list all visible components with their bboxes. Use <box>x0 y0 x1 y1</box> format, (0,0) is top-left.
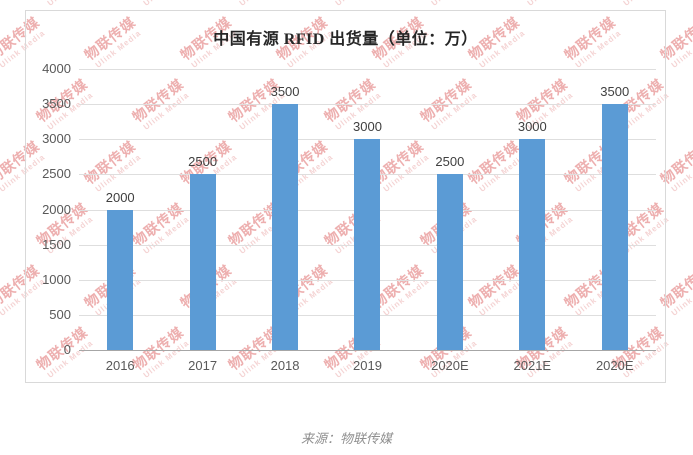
watermark-cn-text: 物联传媒 <box>611 0 668 2</box>
x-axis-tick-label: 2020E <box>431 358 469 373</box>
watermark-en-text: Ulink Media <box>140 0 192 9</box>
gridline-4000 <box>79 69 656 70</box>
chart-container: 中国有源 RFID 出货量（单位：万） 4000 3500 3000 2500 2000… <box>25 10 666 383</box>
source-caption: 来源：物联传媒 <box>300 431 392 446</box>
watermark-en-text: Ulink Media <box>44 0 96 9</box>
watermark-en-text: Ulink Media <box>620 0 672 9</box>
watermark-en-text: Ulink Media <box>524 0 576 9</box>
bar-2018 <box>272 104 299 350</box>
watermark-cn-text: 物联传媒 <box>419 0 476 2</box>
bar-value-label: 3500 <box>270 84 300 100</box>
plot-area: 4000 3500 3000 2500 2000 1500 1000 500 0 2000 2016… <box>42 61 656 374</box>
watermark-en-text: Ulink Media <box>0 338 1 382</box>
watermark-en-text: Ulink Media <box>0 0 1 9</box>
bar-2020E <box>436 174 463 350</box>
watermark-en-text: Ulink Media <box>236 0 288 9</box>
y-axis-tick-label: 2500 <box>42 166 71 182</box>
bar-value-label: 2000 <box>105 189 135 205</box>
bar-column-2019: 3000 2019 <box>326 69 408 373</box>
watermark-en-text: Ulink Media <box>669 28 693 70</box>
watermark-cn-text: 物联传媒 <box>131 0 188 2</box>
gridline-0 <box>79 350 656 351</box>
y-axis-tick-label: 3500 <box>42 96 71 112</box>
x-axis-tick-label: 2021E <box>513 358 552 373</box>
y-axis-tick-label: 3000 <box>42 131 71 147</box>
watermark-cn-text: 物联传媒 <box>227 0 284 2</box>
bar-value-label: 3500 <box>600 84 630 100</box>
x-axis-tick-label: 2018 <box>270 358 300 373</box>
watermark-en-text: Ulink Media <box>332 0 384 9</box>
bar-column-2021E: 3000 2021E <box>491 69 573 373</box>
watermark-cn-text: 物联传媒 <box>515 0 572 2</box>
y-axis-tick-label: 0 <box>63 342 71 357</box>
watermark-cn-text: 物联传媒 <box>35 0 92 2</box>
x-axis-tick-label: 2020E <box>595 358 634 373</box>
y-axis-tick-label: 1000 <box>42 271 71 287</box>
gridline-3500 <box>79 104 656 106</box>
bar-column-2020E: 2500 2020E <box>409 69 491 373</box>
y-axis-tick-label: 4000 <box>42 61 71 76</box>
bar-2020E <box>601 104 628 350</box>
bar-value-label: 3000 <box>353 119 382 135</box>
bar-2021E <box>519 139 546 350</box>
bars-row: 2000 2016 2500 2017 3500 2018 3000 2019 2500 2020… <box>79 69 656 374</box>
bar-value-label: 2500 <box>188 154 218 170</box>
bar-column-2018: 3500 2018 <box>244 69 326 373</box>
watermark-en-text: Ulink Media <box>0 214 1 258</box>
watermark-en-text: Ulink Media <box>669 276 693 318</box>
bar-column-2016: 2000 2016 <box>79 69 161 374</box>
bar-2017 <box>189 174 216 350</box>
y-axis-tick-label: 500 <box>49 306 71 322</box>
chart-title: 中国有源 RFID 出货量（单位：万） <box>213 31 478 48</box>
x-axis-tick-label: 2019 <box>353 358 382 373</box>
x-axis-tick-label: 2017 <box>188 358 218 373</box>
bar-column-2017: 2500 2017 <box>161 69 243 373</box>
watermark-en-text: Ulink Media <box>0 90 1 134</box>
watermark-en-text: Ulink Media <box>428 0 480 9</box>
bar-column-2020E: 3500 2020E <box>574 69 656 373</box>
watermark-en-text: Ulink Media <box>669 152 693 194</box>
y-axis-tick-label: 1500 <box>42 236 71 252</box>
bar-2016 <box>107 209 134 350</box>
watermark-cn-text: 物联传媒 <box>323 0 380 2</box>
x-axis-tick-label: 2016 <box>105 358 135 373</box>
y-axis-tick-label: 2000 <box>42 201 71 217</box>
bar-2019 <box>354 139 381 350</box>
bar-value-label: 3000 <box>517 119 547 135</box>
bar-value-label: 2500 <box>435 154 465 170</box>
